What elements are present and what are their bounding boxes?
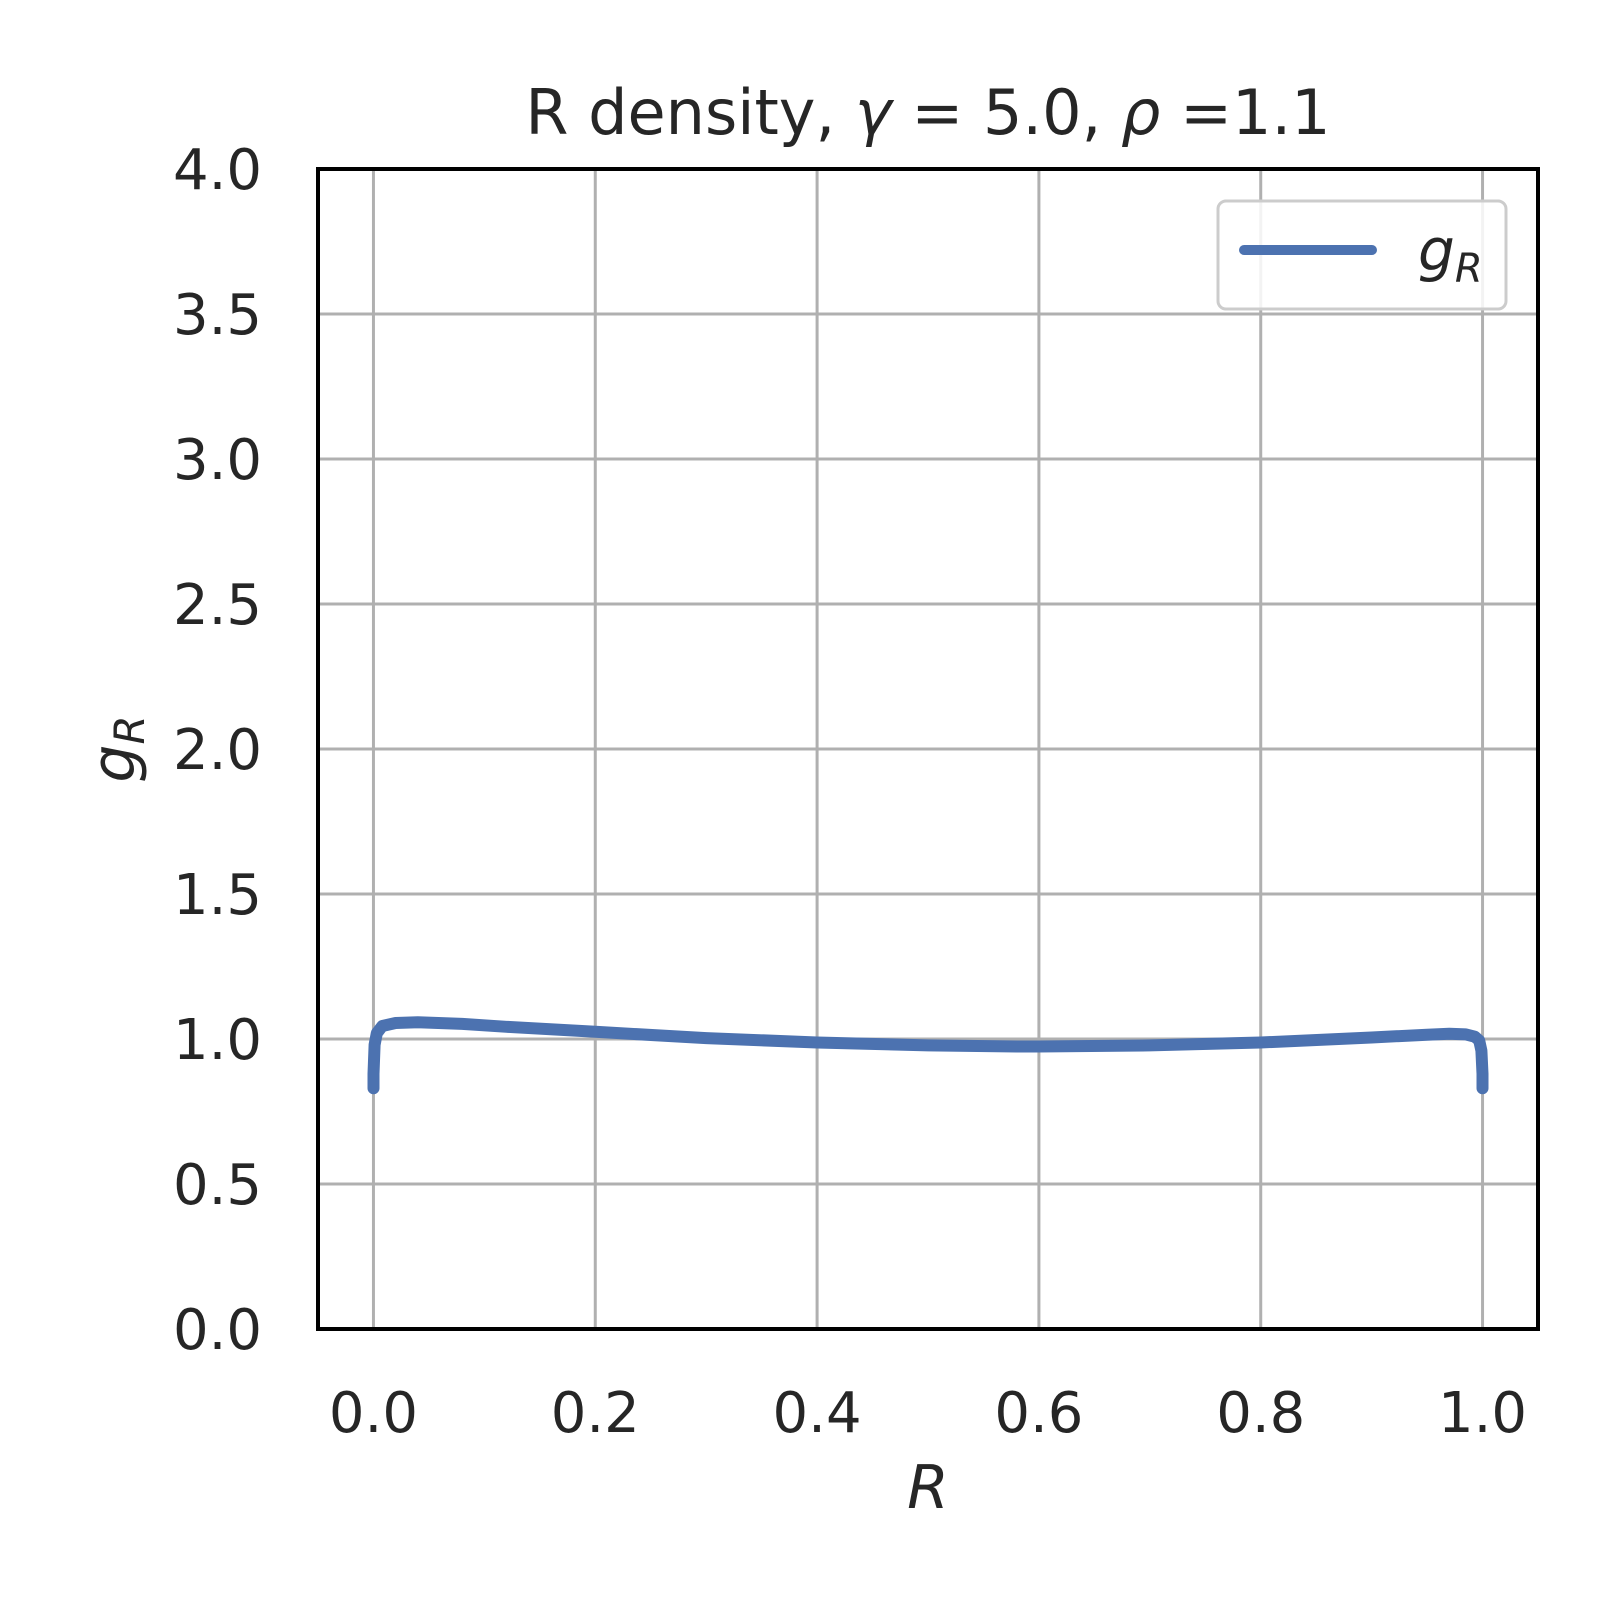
y-tick-label: 1.5	[173, 863, 262, 928]
y-tick-label: 2.5	[173, 573, 262, 638]
x-tick-label: 0.0	[329, 1381, 418, 1446]
legend: gR	[1216, 199, 1508, 311]
y-tick-label: 0.0	[173, 1298, 262, 1363]
grid	[318, 167, 1538, 1331]
x-axis-label: R	[907, 1453, 949, 1523]
x-tick-label: 0.4	[773, 1381, 862, 1446]
x-tick-label: 1.0	[1438, 1381, 1527, 1446]
x-tick-label: 0.2	[551, 1381, 640, 1446]
chart-title: R density, γ = 5.0, ρ =1.1	[525, 76, 1330, 149]
y-tick-label: 4.0	[173, 138, 262, 203]
y-axis-label: gR	[79, 715, 154, 782]
y-tick-label: 2.0	[173, 718, 262, 783]
x-tick-label: 0.8	[1216, 1381, 1305, 1446]
y-tick-label: 3.0	[173, 428, 262, 493]
x-tick-labels: 0.0 0.2 0.4 0.6 0.8 1.0	[329, 1381, 1527, 1446]
legend-label: gR	[1418, 216, 1483, 292]
y-tick-label: 1.0	[173, 1008, 262, 1073]
series-line-gR	[367, 1016, 1489, 1095]
y-tick-label: 0.5	[173, 1153, 262, 1218]
series-layer	[367, 1016, 1489, 1095]
y-tick-labels: 0.0 0.5 1.0 1.5 2.0 2.5 3.0 3.5 4.0	[173, 138, 262, 1363]
plot-frame	[316, 167, 1540, 1331]
y-tick-label: 3.5	[173, 283, 262, 348]
x-tick-label: 0.6	[994, 1381, 1083, 1446]
